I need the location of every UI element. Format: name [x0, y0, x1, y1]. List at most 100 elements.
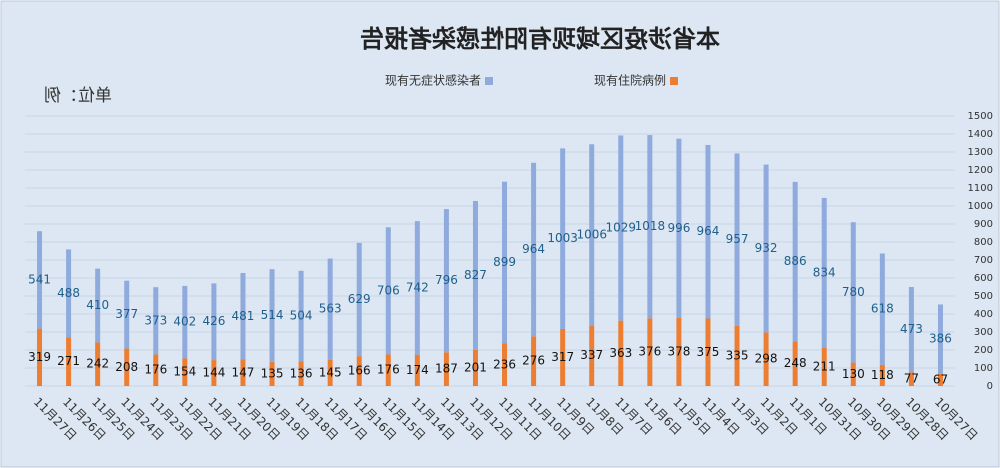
- bar-segment: [37, 328, 43, 386]
- bar-segment: [531, 336, 537, 386]
- value-label: 996: [667, 221, 690, 235]
- value-label: 298: [755, 352, 778, 366]
- value-label: 899: [493, 255, 516, 269]
- bar-segment: [647, 135, 653, 319]
- y-tick-label: 1400: [968, 129, 993, 140]
- value-label: 176: [377, 363, 400, 377]
- bar-segment: [589, 325, 595, 386]
- bar-segment: [908, 372, 914, 386]
- y-tick-label: 700: [974, 255, 993, 266]
- value-label: 248: [784, 356, 807, 370]
- value-label: 563: [319, 302, 342, 316]
- value-label: 363: [609, 346, 632, 360]
- value-label: 147: [232, 365, 255, 379]
- value-label: 376: [638, 345, 661, 359]
- bar-segment: [502, 343, 508, 386]
- y-tick-label: 1000: [968, 201, 993, 212]
- y-tick-label: 1300: [968, 147, 993, 158]
- bar-segment: [821, 348, 827, 386]
- value-label: 886: [784, 254, 807, 268]
- bar-segment: [327, 258, 333, 360]
- y-tick-label: 0: [987, 381, 993, 392]
- bar-segment: [385, 227, 391, 355]
- bar-segment: [124, 348, 130, 386]
- bar-segment: [153, 287, 159, 355]
- bar-segment: [414, 221, 420, 355]
- bar-segment: [240, 359, 246, 386]
- value-label: 796: [435, 273, 458, 287]
- bar-segment: [356, 242, 362, 357]
- bar-segment: [269, 269, 275, 362]
- value-label: 335: [726, 348, 749, 362]
- value-label: 136: [290, 366, 313, 380]
- bar-segment: [95, 268, 101, 343]
- value-label: 410: [86, 298, 109, 312]
- chart-title: 本省涉疫区域现有阳性感染者报告: [360, 25, 720, 53]
- value-label: 187: [435, 362, 458, 376]
- value-label: 271: [57, 354, 80, 368]
- bar-segment: [443, 209, 449, 353]
- y-tick-label: 1100: [968, 183, 993, 194]
- bar-segment: [182, 358, 188, 386]
- y-tick-label: 200: [974, 345, 993, 356]
- bar-segment: [763, 164, 769, 333]
- value-label: 1003: [547, 231, 578, 245]
- value-label: 481: [232, 309, 255, 323]
- bar-segment: [589, 144, 595, 326]
- value-label: 473: [900, 322, 923, 336]
- bar-segment: [153, 354, 159, 386]
- value-label: 135: [261, 366, 284, 380]
- bar-segment: [734, 325, 740, 386]
- legend-swatch: [485, 77, 493, 85]
- bar-segment: [66, 337, 72, 386]
- bar-segment: [560, 328, 566, 386]
- value-label: 67: [933, 372, 948, 386]
- value-label: 317: [551, 350, 574, 364]
- bar-segment: [734, 153, 740, 326]
- value-label: 618: [871, 302, 894, 316]
- bar-segment: [240, 272, 246, 360]
- value-label: 130: [842, 367, 865, 381]
- value-label: 964: [522, 242, 545, 256]
- y-tick-label: 1500: [968, 111, 993, 122]
- bar-segment: [821, 197, 827, 349]
- bar-segment: [298, 270, 304, 362]
- bar-segment: [124, 280, 130, 349]
- value-label: 242: [86, 357, 109, 371]
- value-label: 488: [57, 286, 80, 300]
- value-label: 77: [904, 372, 919, 386]
- bar-segment: [182, 285, 188, 359]
- value-label: 402: [173, 315, 196, 329]
- y-tick-label: 500: [974, 291, 993, 302]
- value-label: 145: [319, 365, 342, 379]
- bar-segment: [647, 318, 653, 386]
- value-label: 1006: [576, 227, 607, 241]
- bar-segment: [414, 354, 420, 386]
- y-tick-label: 900: [974, 219, 993, 230]
- value-label: 834: [813, 265, 836, 279]
- bar-segment: [937, 373, 943, 386]
- bar-segment: [298, 361, 304, 386]
- bar-segment: [385, 354, 391, 386]
- bar-segment: [472, 200, 478, 350]
- bar-segment: [850, 362, 856, 386]
- value-label: 780: [842, 285, 865, 299]
- bar-segment: [327, 359, 333, 386]
- bar-segment: [676, 317, 682, 386]
- bar-segment: [66, 249, 72, 338]
- y-tick-label: 300: [974, 327, 993, 338]
- value-label: 377: [115, 307, 138, 321]
- bar-segment: [763, 332, 769, 386]
- value-label: 201: [464, 360, 487, 374]
- unit-label: 单位：例: [44, 86, 112, 106]
- value-label: 706: [377, 283, 400, 297]
- bar-segment: [937, 304, 943, 374]
- y-tick-label: 600: [974, 273, 993, 284]
- value-label: 932: [755, 241, 778, 255]
- bar-segment: [908, 287, 914, 373]
- value-label: 514: [261, 308, 284, 322]
- y-tick-label: 400: [974, 309, 993, 320]
- value-label: 319: [28, 350, 51, 364]
